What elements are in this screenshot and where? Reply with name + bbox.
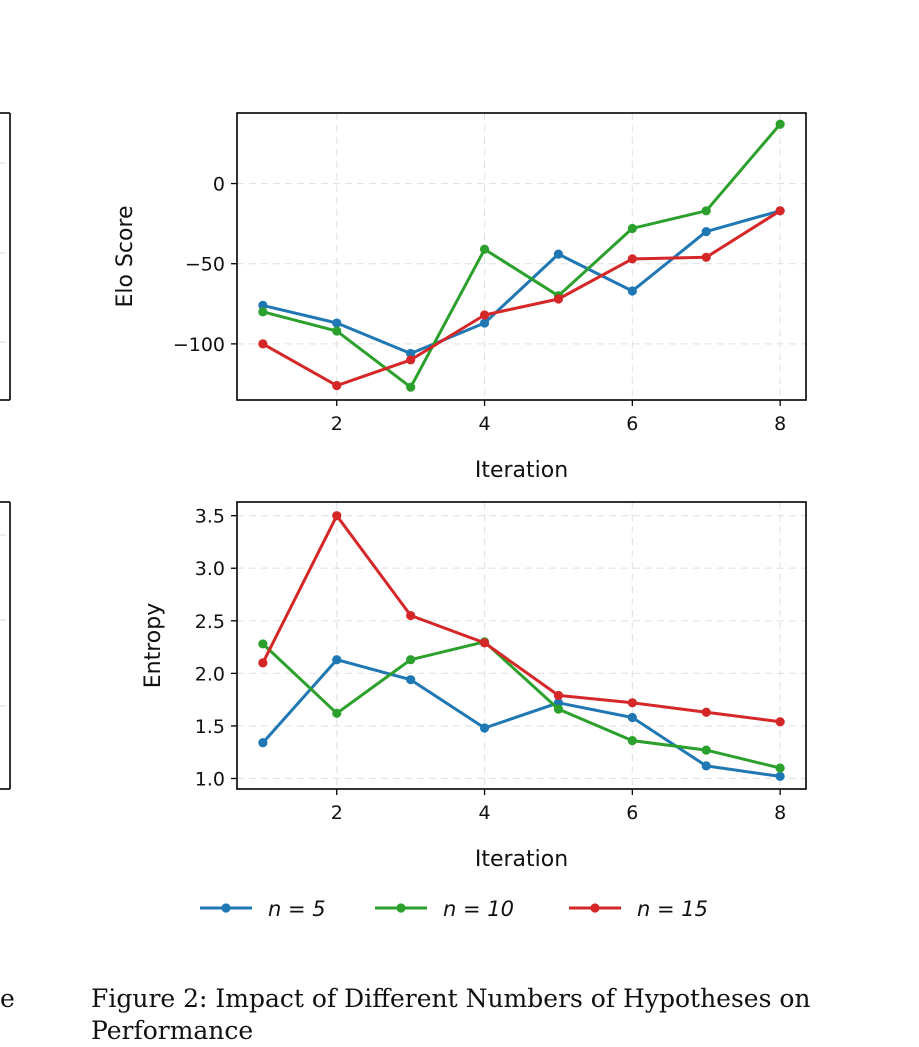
legend-label-0: n = 5 [268, 897, 326, 921]
data-point-entropy-0 [406, 675, 416, 685]
series-line-entropy-0 [261, 658, 781, 778]
x-tick-label: 8 [774, 413, 786, 435]
data-point-elo-1 [406, 382, 416, 392]
x-tick-label: 8 [774, 802, 786, 824]
elo-score-chart: 2 4 6 8 0 −50 −100 Iteration Elo Score [113, 112, 807, 483]
data-point-elo-2 [775, 206, 785, 216]
x-axis-label: Iteration [475, 847, 568, 872]
data-point-entropy-1 [553, 704, 564, 714]
data-point-elo-1 [479, 244, 490, 254]
series-line-entropy-2 [261, 514, 781, 724]
series-line-entropy-1 [261, 640, 781, 770]
data-point-entropy-0 [701, 761, 711, 771]
data-point-entropy-2 [479, 638, 490, 648]
data-point-elo-1 [332, 326, 342, 336]
data-point-entropy-1 [627, 736, 637, 746]
cropped-left-panels [0, 112, 11, 790]
axes-frame [236, 501, 807, 790]
data-point-elo-1 [258, 307, 268, 317]
series-line-elo-1 [262, 123, 782, 389]
y-tick-label: 1.5 [195, 716, 225, 738]
x-axis-label: Iteration [475, 458, 568, 483]
y-tick-label: −50 [185, 254, 225, 276]
data-point-entropy-2 [258, 658, 268, 668]
data-point-elo-1 [775, 119, 785, 129]
legend-marker-0 [221, 903, 231, 913]
data-point-elo-0 [406, 348, 416, 359]
data-point-entropy-2 [627, 698, 637, 708]
y-tick-label: 0 [213, 174, 225, 196]
x-tick-label: 2 [331, 413, 343, 435]
legend-marker-1 [396, 903, 406, 913]
axes-frame [236, 112, 807, 401]
data-point-elo-1 [627, 223, 637, 234]
data-point-entropy-0 [332, 655, 342, 665]
y-axis-label: Elo Score [113, 205, 138, 307]
data-point-entropy-2 [332, 511, 342, 521]
data-point-elo-2 [701, 252, 711, 262]
series-line-elo-2 [262, 209, 781, 388]
data-point-elo-2 [479, 310, 490, 320]
legend-label-1: n = 10 [443, 897, 514, 921]
series-line-elo-0 [262, 209, 781, 355]
data-point-elo-0 [479, 318, 490, 328]
data-point-entropy-1 [332, 708, 342, 718]
data-point-entropy-0 [627, 712, 637, 723]
data-point-entropy-1 [406, 655, 416, 665]
y-tick-label: 3.0 [195, 558, 225, 580]
data-point-entropy-2 [406, 610, 416, 621]
data-point-entropy-2 [701, 707, 711, 717]
data-point-entropy-0 [479, 723, 490, 733]
x-tick-label: 2 [331, 802, 343, 824]
y-tick-label: −100 [173, 334, 225, 356]
data-point-entropy-2 [553, 690, 564, 701]
y-tick-label: 2.5 [195, 611, 225, 633]
y-tick-label: 1.0 [195, 768, 225, 790]
data-point-entropy-1 [258, 639, 268, 649]
data-point-elo-0 [701, 227, 711, 237]
data-point-entropy-2 [775, 717, 785, 727]
y-axis-label: Entropy [141, 603, 166, 688]
y-tick-label: 3.5 [195, 506, 225, 528]
data-point-elo-0 [332, 318, 342, 328]
data-point-entropy-1 [701, 745, 711, 755]
data-point-elo-2 [627, 254, 637, 264]
data-point-entropy-0 [258, 738, 268, 748]
x-tick-label: 4 [479, 413, 491, 435]
entropy-chart: 2 4 6 8 1.0 1.5 2.0 2.5 3.0 3.5 Iteration Entropy [141, 501, 807, 872]
data-point-entropy-0 [775, 771, 785, 781]
legend: n = 5 n = 10 n = 15 [200, 897, 708, 921]
data-point-elo-2 [332, 380, 342, 391]
cropped-caption-fragment: e [0, 984, 14, 1013]
y-tick-label: 2.0 [195, 663, 225, 685]
data-point-elo-2 [553, 294, 564, 304]
data-point-elo-2 [406, 355, 416, 365]
x-tick-label: 6 [626, 413, 638, 435]
x-tick-label: 6 [626, 802, 638, 824]
data-point-elo-1 [701, 206, 711, 216]
figure-caption: Figure 2: Impact of Different Numbers of… [91, 984, 811, 1045]
data-point-elo-0 [258, 300, 268, 311]
legend-label-2: n = 15 [637, 897, 708, 921]
data-point-elo-0 [553, 249, 564, 259]
x-tick-label: 4 [479, 802, 491, 824]
data-point-elo-0 [627, 286, 637, 296]
data-point-entropy-1 [775, 763, 785, 773]
data-point-elo-2 [258, 339, 268, 349]
legend-marker-2 [590, 903, 600, 913]
